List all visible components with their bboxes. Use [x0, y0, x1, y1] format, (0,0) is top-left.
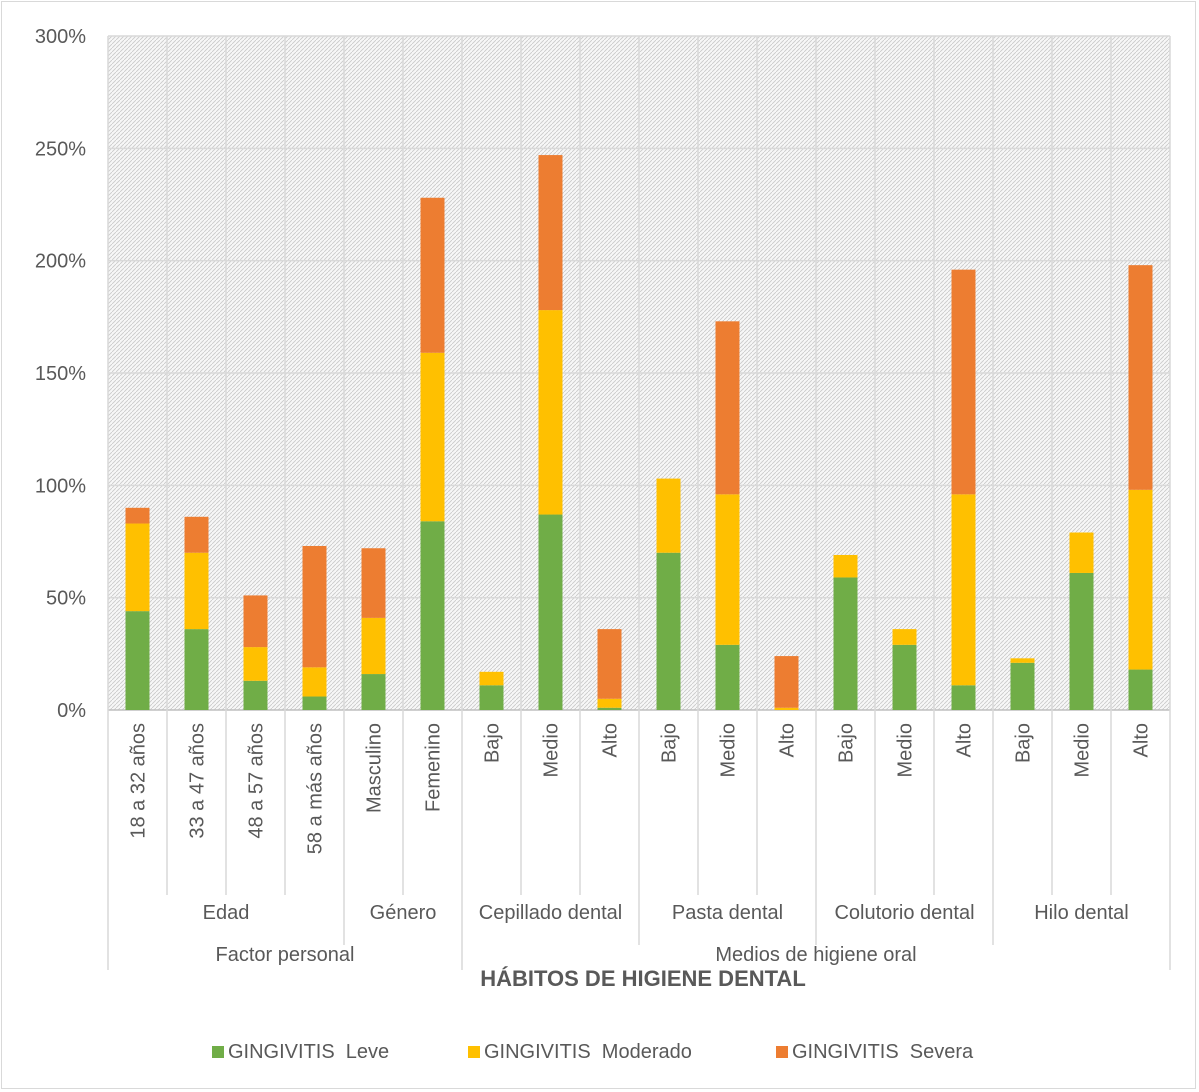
bar-segment — [1128, 265, 1153, 490]
x-category-label: 58 a más años — [305, 723, 327, 854]
bar-segment — [1010, 662, 1035, 710]
legend-label: GINGIVITIS Moderado — [484, 1041, 692, 1063]
bar-segment — [951, 685, 976, 710]
legend-label: GINGIVITIS Severa — [792, 1041, 974, 1063]
x-category-label: 18 a 32 años — [128, 723, 150, 839]
bar-segment — [1128, 669, 1153, 710]
bar-segment — [243, 647, 268, 681]
x-category-label: Medio — [1072, 723, 1094, 777]
y-axis-ticks: 0% 50% 100% 150% 200% 250% 300% — [35, 26, 86, 722]
y-tick-label: 0% — [57, 700, 86, 722]
x-category-label: Alto — [600, 723, 622, 757]
x-category-label: Femenino — [423, 723, 445, 812]
bar-segment — [597, 629, 622, 699]
x-group-label: Cepillado dental — [479, 902, 622, 924]
bar-segment — [892, 629, 917, 645]
bar-segment — [302, 667, 327, 697]
x-group-label: Género — [370, 902, 437, 924]
y-tick-label: 150% — [35, 363, 86, 385]
bars — [125, 155, 1153, 710]
bar-segment — [892, 644, 917, 710]
bar-segment — [184, 516, 209, 553]
bar-segment — [479, 685, 504, 710]
x-group-label: Pasta dental — [672, 902, 783, 924]
bar-segment — [125, 611, 150, 710]
bar-segment — [1010, 658, 1035, 663]
bar-segment — [479, 671, 504, 686]
legend-swatch — [468, 1046, 480, 1058]
bar-segment — [184, 629, 209, 710]
bar-segment — [538, 310, 563, 515]
x-category-label: Bajo — [836, 723, 858, 763]
x-category-label: Alto — [1131, 723, 1153, 757]
x-category-label: Alto — [954, 723, 976, 757]
x-category-label: 33 a 47 años — [187, 723, 209, 839]
y-tick-label: 300% — [35, 26, 86, 48]
bar-segment — [125, 507, 150, 524]
bar-segment — [184, 552, 209, 630]
x-supergroup-label: Medios de higiene oral — [715, 944, 916, 966]
x-category-label: Masculino — [364, 723, 386, 813]
bar-segment — [420, 521, 445, 710]
bar-segment — [833, 577, 858, 710]
bar-segment — [715, 644, 740, 710]
bar-segment — [243, 595, 268, 648]
x-category-label: Medio — [895, 723, 917, 777]
bar-segment — [302, 696, 327, 710]
x-axis-categories: 18 a 32 años 33 a 47 años 48 a 57 años 58 a… — [107, 710, 1171, 970]
bar-segment — [1128, 489, 1153, 670]
y-tick-label: 250% — [35, 138, 86, 160]
x-supergroup-label: Factor personal — [216, 944, 355, 966]
bar-segment — [774, 707, 799, 710]
bar-segment — [715, 494, 740, 645]
legend-swatch — [776, 1046, 788, 1058]
x-group-label: Colutorio dental — [834, 902, 974, 924]
bar-segment — [1069, 532, 1094, 573]
x-group-label: Hilo dental — [1034, 902, 1129, 924]
bar-segment — [302, 545, 327, 668]
bar-segment — [656, 552, 681, 710]
bar-segment — [538, 155, 563, 311]
x-group-label: Edad — [203, 902, 250, 924]
bar-segment — [656, 478, 681, 553]
bar-segment — [833, 554, 858, 578]
bar-segment — [420, 197, 445, 353]
x-category-label: Medio — [541, 723, 563, 777]
bar-segment — [361, 548, 386, 618]
x-category-label: 48 a 57 años — [246, 723, 268, 839]
legend-swatch — [212, 1046, 224, 1058]
bar-segment — [538, 514, 563, 710]
x-axis-title: HÁBITOS DE HIGIENE DENTAL — [480, 966, 806, 991]
bar-segment — [951, 494, 976, 686]
bar-segment — [243, 680, 268, 710]
bar-segment — [1069, 572, 1094, 710]
y-tick-label: 100% — [35, 475, 86, 497]
bar-segment — [125, 523, 150, 612]
bar-segment — [361, 617, 386, 675]
bar-segment — [597, 707, 622, 710]
y-tick-label: 50% — [46, 588, 86, 610]
x-category-label: Medio — [718, 723, 740, 777]
bar-segment — [774, 656, 799, 708]
legend: GINGIVITIS Leve GINGIVITIS Moderado GINGIV… — [212, 1041, 974, 1063]
x-category-label: Bajo — [659, 723, 681, 763]
bar-segment — [420, 352, 445, 522]
x-category-label: Bajo — [482, 723, 504, 763]
bar-segment — [951, 269, 976, 495]
y-tick-label: 200% — [35, 251, 86, 273]
legend-label: GINGIVITIS Leve — [228, 1041, 389, 1063]
bar-segment — [715, 321, 740, 495]
bar-segment — [597, 698, 622, 708]
bar-segment — [361, 674, 386, 710]
x-category-label: Alto — [777, 723, 799, 757]
x-category-label: Bajo — [1013, 723, 1035, 763]
